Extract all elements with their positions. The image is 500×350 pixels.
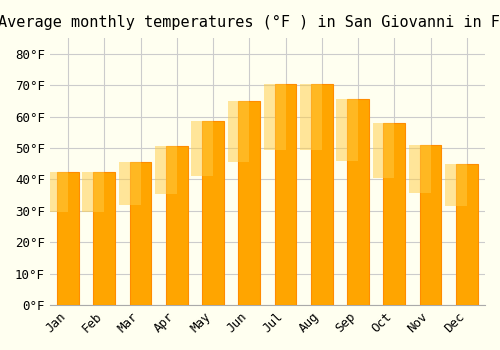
Bar [166,146,188,305]
Bar [372,123,394,177]
Bar [202,121,224,305]
Bar [409,145,430,193]
Bar [57,172,79,305]
Bar [347,99,369,305]
Bar [274,84,296,305]
Bar [155,146,177,194]
Bar [264,84,285,150]
Bar [130,162,152,305]
Bar [192,121,213,176]
Bar [336,99,358,161]
Bar [300,84,322,150]
Title: Average monthly temperatures (°F ) in San Giovanni in Fiore: Average monthly temperatures (°F ) in Sa… [0,15,500,30]
Bar [228,101,250,162]
Bar [456,164,477,305]
Bar [82,172,104,212]
Bar [119,162,141,205]
Bar [46,172,68,212]
Bar [94,172,115,305]
Bar [384,123,405,305]
Bar [420,145,442,305]
Bar [445,164,467,206]
Bar [238,101,260,305]
Bar [311,84,332,305]
